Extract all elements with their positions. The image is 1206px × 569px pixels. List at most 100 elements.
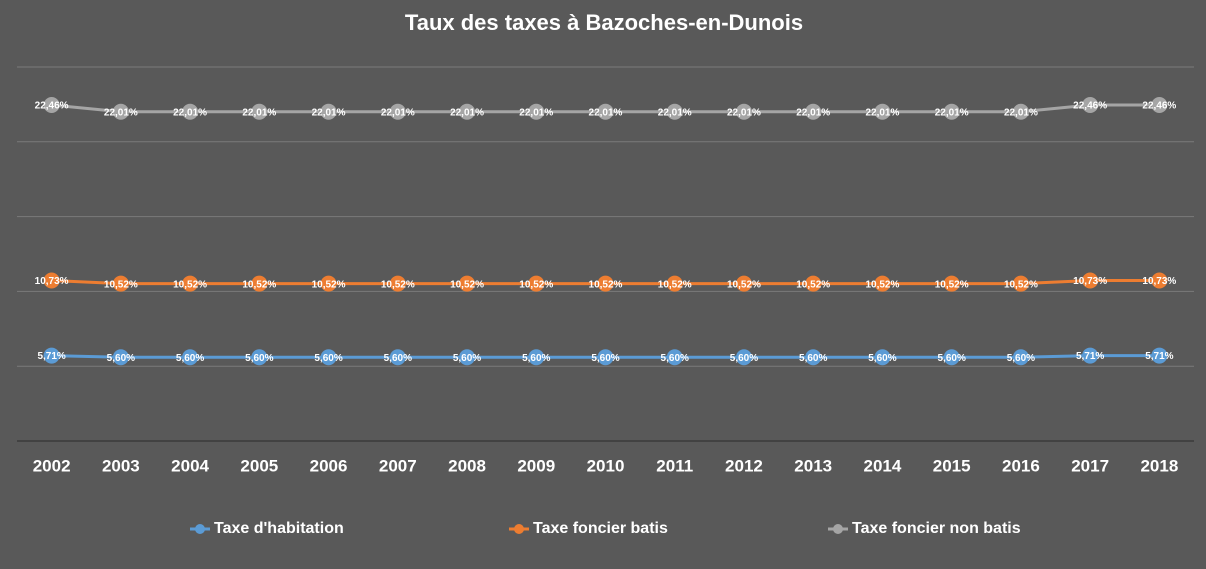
x-tick-label: 2002 [33,456,71,475]
data-label: 10,52% [104,279,138,290]
data-label: 5,60% [1007,353,1035,364]
data-label: 22,01% [865,107,899,118]
data-label: 5,71% [1145,351,1173,362]
point [43,96,60,113]
point [459,275,476,292]
x-tick-label: 2017 [1071,456,1109,475]
data-label: 10,52% [796,279,830,290]
x-tick-label: 2009 [517,456,555,475]
data-label: 5,60% [107,353,135,364]
point [112,275,129,292]
x-tick-label: 2018 [1140,456,1178,475]
point [943,275,960,292]
x-tick-label: 2008 [448,456,486,475]
point [320,275,337,292]
point [597,103,614,120]
point [805,275,822,292]
point [666,275,683,292]
point [251,103,268,120]
x-tick-label: 2015 [933,456,971,475]
point [389,349,406,366]
x-tick-label: 2004 [171,456,209,475]
point [666,103,683,120]
data-label: 5,60% [453,353,481,364]
point [1012,103,1029,120]
point [1151,272,1168,289]
point [1151,347,1168,364]
data-label: 22,01% [1004,107,1038,118]
data-label: 10,73% [1073,276,1107,287]
point [874,275,891,292]
point [251,349,268,366]
data-label: 5,60% [730,353,758,364]
data-label: 22,01% [796,107,830,118]
data-label: 10,52% [589,279,623,290]
point [389,103,406,120]
point [528,349,545,366]
data-label: 5,60% [522,353,550,364]
x-tick-label: 2006 [310,456,348,475]
x-tick-label: 2016 [1002,456,1040,475]
data-label: 10,52% [865,279,899,290]
data-label: 10,52% [519,279,553,290]
point [597,275,614,292]
point [459,349,476,366]
data-label: 22,01% [589,107,623,118]
x-tick-label: 2012 [725,456,763,475]
point [459,103,476,120]
data-label: 10,52% [935,279,969,290]
legend-marker [195,524,205,534]
point [805,349,822,366]
data-label: 5,60% [661,353,689,364]
point [1151,96,1168,113]
point [528,275,545,292]
point [182,275,199,292]
point [735,275,752,292]
x-tick-label: 2010 [587,456,625,475]
data-label: 10,52% [1004,279,1038,290]
point [1012,275,1029,292]
x-tick-label: 2005 [240,456,278,475]
data-label: 22,01% [312,107,346,118]
data-label: 22,01% [173,107,207,118]
data-label: 22,01% [935,107,969,118]
data-label: 10,52% [381,279,415,290]
data-label: 5,60% [937,353,965,364]
point [43,347,60,364]
data-label: 5,60% [245,353,273,364]
point [251,275,268,292]
data-label: 22,01% [450,107,484,118]
point [597,349,614,366]
data-label: 10,52% [242,279,276,290]
point [320,349,337,366]
data-label: 10,52% [450,279,484,290]
data-label: 22,01% [727,107,761,118]
point [43,272,60,289]
data-label: 10,73% [1142,276,1176,287]
legend-label: Taxe d'habitation [214,520,344,537]
point [1082,272,1099,289]
data-label: 22,46% [1073,101,1107,112]
data-label: 5,60% [314,353,342,364]
point [735,349,752,366]
point [1012,349,1029,366]
point [112,103,129,120]
point [666,349,683,366]
data-label: 10,52% [173,279,207,290]
x-tick-label: 2003 [102,456,140,475]
data-label: 22,01% [381,107,415,118]
data-label: 10,52% [658,279,692,290]
point [112,349,129,366]
x-tick-label: 2011 [656,456,693,475]
data-label: 5,71% [1076,351,1104,362]
data-label: 5,71% [37,351,65,362]
point [735,103,752,120]
point [1082,96,1099,113]
legend-marker [833,524,843,534]
point [874,349,891,366]
data-label: 5,60% [176,353,204,364]
point [943,349,960,366]
point [805,103,822,120]
